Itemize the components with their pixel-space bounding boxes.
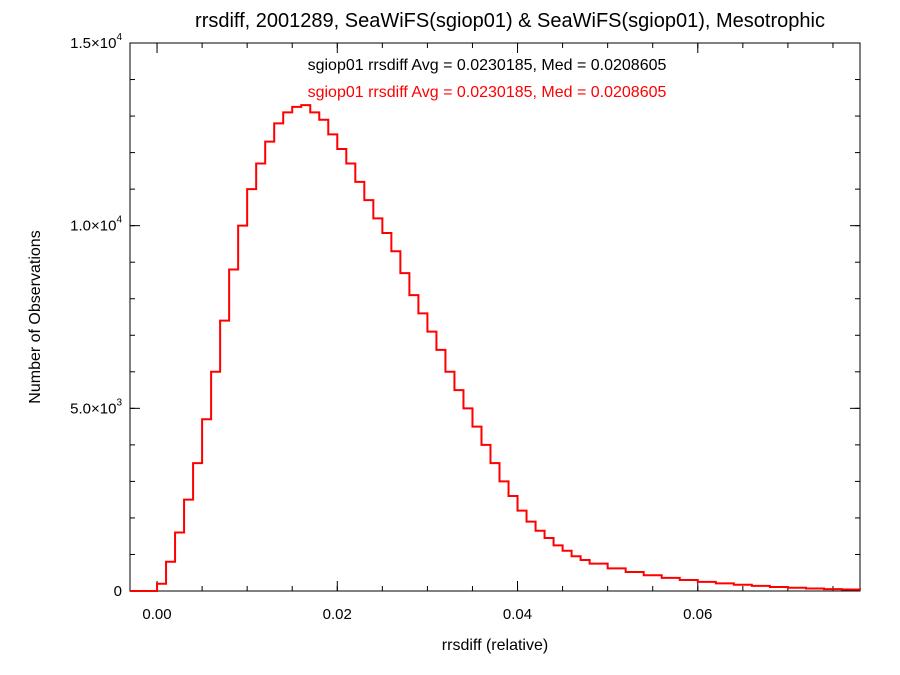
x-axis-label: rrsdiff (relative) <box>442 637 548 654</box>
y-tick-mantissa: 1.0×10 <box>70 218 116 235</box>
y-axis-label: Number of Observations <box>27 230 44 403</box>
x-tick-label: 0.04 <box>503 606 532 623</box>
x-tick-label: 0.06 <box>683 606 712 623</box>
y-tick-exponent: 3 <box>116 397 122 408</box>
series-line-1 <box>130 104 861 592</box>
series-line-0 <box>130 104 861 592</box>
y-tick-mantissa: 1.5×10 <box>70 35 116 52</box>
y-tick-exponent: 4 <box>116 215 122 226</box>
series-layer <box>130 104 861 592</box>
y-tick-label: 5.0×103 <box>70 397 122 417</box>
stat-line-black: sgiop01 rrsdiff Avg = 0.0230185, Med = 0… <box>308 57 667 74</box>
y-tick-label: 1.0×104 <box>70 215 122 235</box>
x-axis-ticks: 0.00 0.02 0.04 0.06 <box>142 43 834 623</box>
y-tick-label: 0 <box>114 583 122 600</box>
x-tick-label: 0.00 <box>142 606 171 623</box>
plot-frame <box>129 42 861 592</box>
chart-title: rrsdiff, 2001289, SeaWiFS(sgiop01) & Sea… <box>195 10 825 32</box>
y-tick-exponent: 4 <box>116 32 122 43</box>
stat-line-red: sgiop01 rrsdiff Avg = 0.0230185, Med = 0… <box>308 84 667 101</box>
y-tick-mantissa: 5.0×10 <box>70 400 116 417</box>
x-tick-label: 0.02 <box>323 606 352 623</box>
y-tick-label: 1.5×104 <box>70 32 122 52</box>
